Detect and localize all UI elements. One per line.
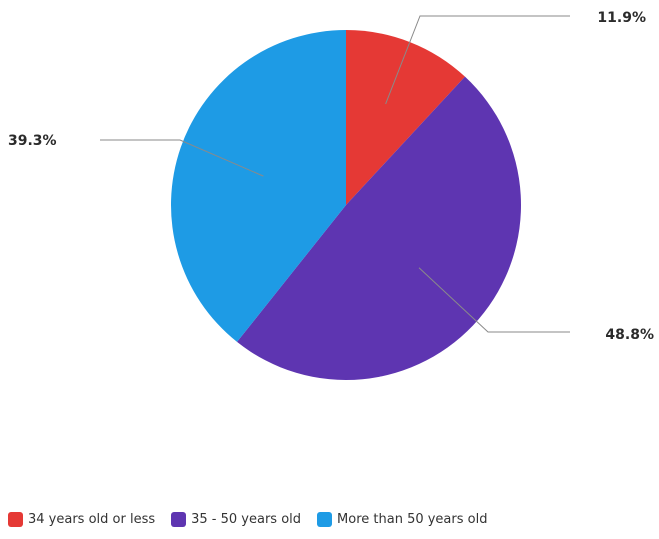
chart-legend: 34 years old or less 35 - 50 years old M… — [8, 512, 503, 527]
legend-swatch-more-than-50 — [317, 512, 333, 527]
pie-slice-more-than-50[interactable] — [170, 30, 346, 342]
data-label-more-than-50: 39.3% — [8, 133, 57, 149]
leader-line-more-than-50 — [100, 139, 264, 177]
legend-item-35-50[interactable]: 35 - 50 years old — [171, 512, 301, 527]
pie-slice-34-or-less[interactable] — [346, 30, 465, 205]
data-label-34-or-less: 11.9% — [597, 10, 646, 26]
leader-line-34-or-less — [385, 15, 570, 105]
legend-item-more-than-50[interactable]: More than 50 years old — [317, 512, 487, 527]
legend-label-more-than-50: More than 50 years old — [337, 512, 488, 527]
legend-label-34-or-less: 34 years old or less — [28, 512, 156, 527]
data-label-35-50: 48.8% — [605, 327, 654, 343]
leader-line-35-50 — [418, 267, 570, 333]
legend-swatch-35-50 — [171, 512, 187, 527]
legend-label-35-50: 35 - 50 years old — [191, 512, 302, 527]
legend-item-34-or-less[interactable]: 34 years old or less — [8, 512, 155, 527]
legend-swatch-34-or-less — [8, 512, 23, 527]
pie-slice-35-50[interactable] — [237, 76, 522, 381]
